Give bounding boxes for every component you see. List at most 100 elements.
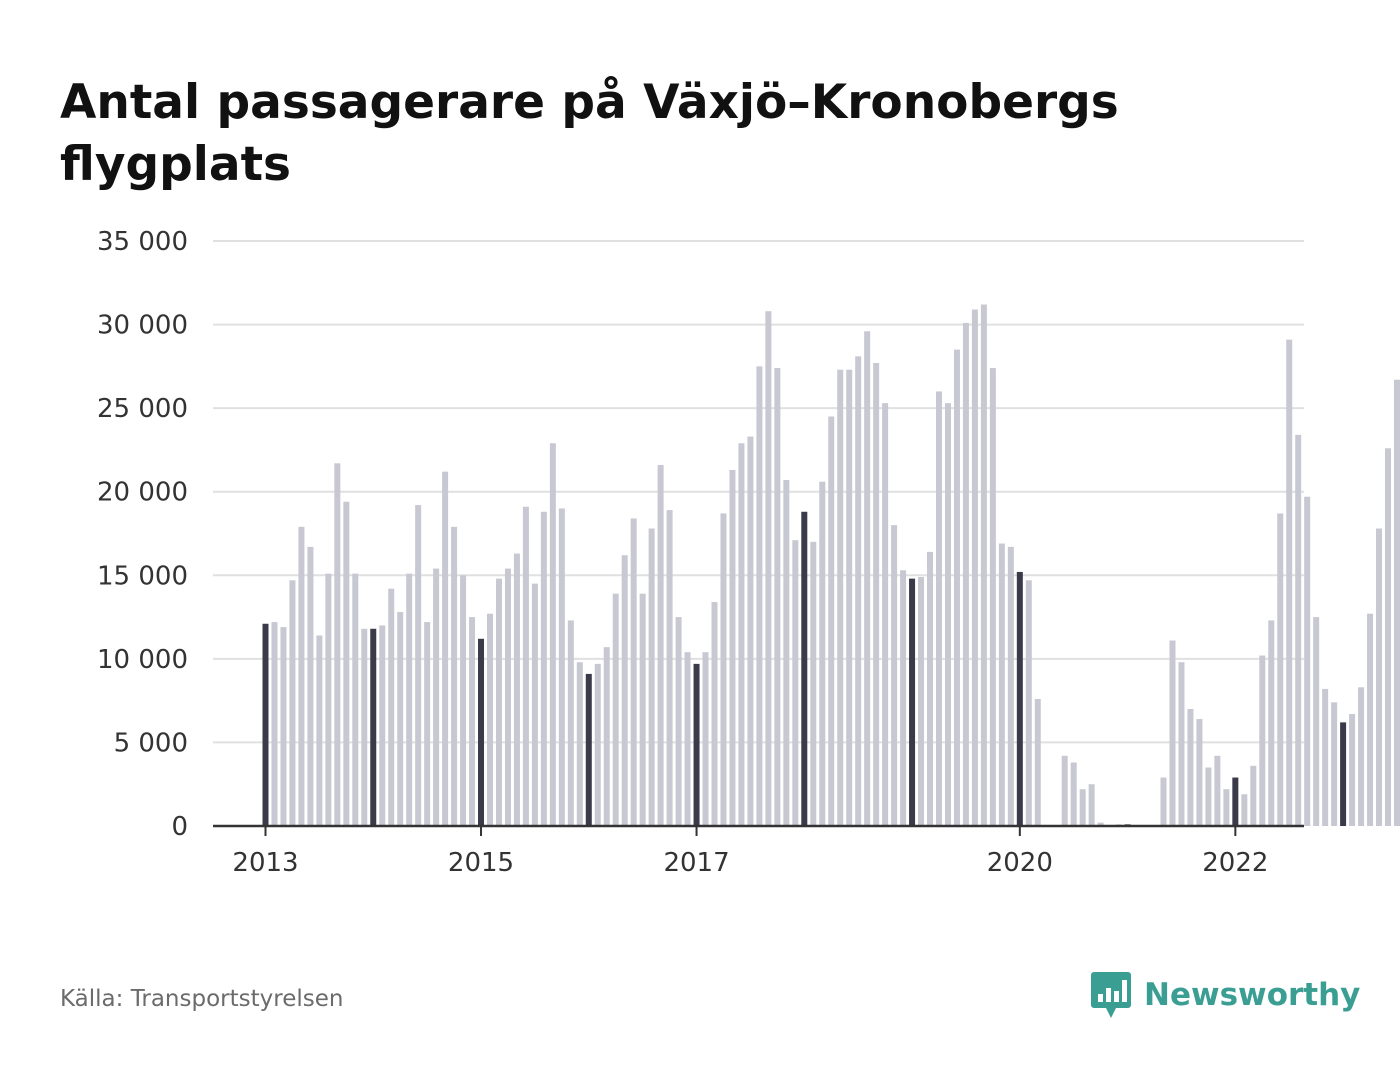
bar [433,568,440,826]
bar [1061,755,1068,826]
bar-chart: 0 5 000 10 000 15 000 20 000 25 000 30 000 35 0… [97,227,1400,878]
chart-title: Antal passagerare på Växjö–Kronobergs fl… [60,75,1119,192]
bar [1241,794,1248,826]
bar [882,403,889,826]
bar [639,593,646,826]
bar [666,510,673,826]
bar [289,580,296,826]
bar [522,506,529,826]
bar [1178,662,1185,826]
bar [1169,640,1176,826]
bar [478,638,485,826]
bar [1331,702,1338,826]
y-tick-label: 0 [171,812,188,842]
bar [1205,767,1212,826]
bar [1250,765,1257,826]
y-tick-label: 30 000 [97,311,188,341]
x-tick-label: 2017 [663,848,729,878]
bar [1259,655,1266,826]
bar [1340,722,1347,826]
bar [801,511,808,826]
bar [693,663,700,826]
bar [855,356,862,826]
bar [397,612,404,826]
bar [567,620,574,826]
bar [927,551,934,826]
bar [1304,496,1311,826]
bar [1367,613,1374,826]
bar [702,652,709,826]
y-tick-label: 25 000 [97,394,188,424]
bar [1349,714,1356,826]
bar [603,647,610,826]
x-tick-label: 2013 [232,848,298,878]
bar [711,602,718,826]
bar [953,349,960,826]
bar [1214,755,1221,826]
bar [424,622,431,826]
bar [612,593,619,826]
y-tick-label: 35 000 [97,227,188,257]
bar [495,578,502,826]
bar [1088,784,1095,826]
bar [1196,719,1203,826]
bar [343,501,350,826]
bar [1295,434,1302,826]
bar [1376,528,1383,826]
x-axis-ticks: 201320152017202020222024 [232,826,1268,878]
bar [1016,571,1023,826]
bar [819,481,826,826]
bar [469,617,476,826]
bar [513,553,520,826]
bar [891,525,898,826]
bar [460,575,467,826]
bar [442,471,449,826]
bar [774,368,781,826]
bar [657,464,664,826]
bar [846,369,853,826]
bar [747,436,754,826]
bar [971,309,978,826]
bar [900,570,907,826]
bar [316,635,323,826]
y-tick-label: 10 000 [97,645,188,675]
bar [370,628,377,826]
y-tick-label: 15 000 [97,561,188,591]
bar [334,463,341,826]
bar [379,625,386,826]
bar [504,568,511,826]
bar [558,508,565,826]
bar [540,511,547,826]
bar [531,583,538,826]
x-tick-label: 2015 [448,848,514,878]
bar [585,673,592,826]
bar [729,469,736,826]
bar [837,369,844,826]
bar [594,663,601,826]
bar [1358,687,1365,826]
bar [648,528,655,826]
bar [1232,777,1239,826]
bar [783,480,790,826]
bar [280,627,287,826]
bar [864,331,871,826]
bar [630,518,637,826]
bar [307,546,314,826]
bar [998,543,1005,826]
source-note: Källa: Transportstyrelsen [60,986,344,1012]
bar [352,573,359,826]
bar [962,322,969,826]
bars [262,304,1400,826]
bar [720,513,727,826]
brand-logo-group: Newsworthy [1090,970,1360,1020]
bar [936,391,942,826]
bar [792,540,799,826]
bar [1025,580,1032,826]
bar [298,526,305,826]
bar [1313,617,1320,826]
y-tick-label: 5 000 [114,728,188,758]
bar [388,588,395,826]
bar [361,628,368,826]
bar [271,622,278,826]
bar [684,652,691,826]
